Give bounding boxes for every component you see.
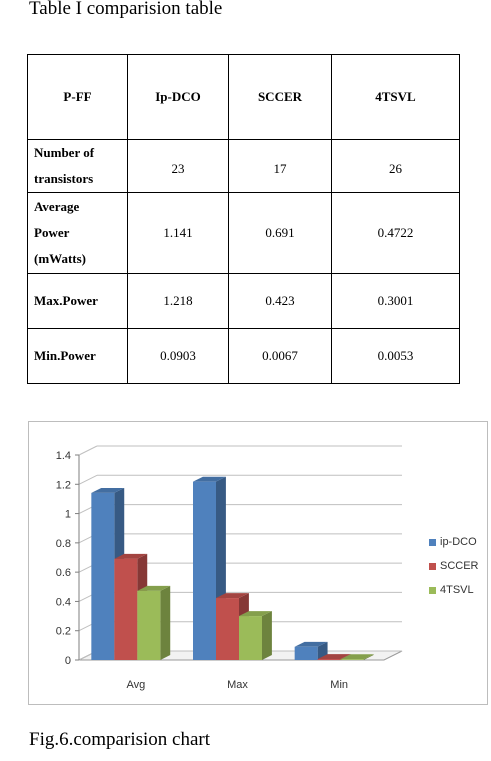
table-cell: 26: [331, 139, 460, 193]
bar-top: [114, 553, 148, 559]
bar: [91, 492, 115, 660]
x-tick-label: Max: [227, 679, 248, 691]
table-row: Average Power (mWatts) 1.141 0.691 0.472…: [27, 192, 460, 274]
bar-top: [193, 476, 226, 482]
comparison-table: P-FF Ip-DCO SCCER 4TSVL Number of transi…: [27, 54, 460, 384]
row-label-line: Average: [34, 199, 80, 214]
table-cell: 0.691: [228, 192, 332, 274]
gridline-side: [78, 474, 98, 485]
table-cell: 0.3001: [331, 273, 460, 329]
header-cell: 4TSVL: [331, 54, 460, 140]
bar: [294, 646, 318, 660]
y-tick-label: 0: [65, 655, 71, 667]
y-tick-label: 0.6: [56, 567, 71, 579]
table-header-row: P-FF Ip-DCO SCCER 4TSVL: [27, 54, 460, 140]
table-cell: 0.0903: [127, 328, 229, 384]
legend-label: ip-DCO: [440, 536, 477, 548]
row-label: Min.Power: [27, 328, 128, 384]
legend-item: 4TSVL: [429, 578, 479, 602]
bar-side: [262, 611, 272, 660]
legend-label: SCCER: [440, 560, 479, 572]
table-cell: 0.0067: [228, 328, 332, 384]
row-label-line: Max.Power: [34, 293, 98, 308]
header-cell: SCCER: [228, 54, 332, 140]
bar-top: [239, 611, 272, 617]
bar: [114, 558, 138, 660]
legend-item: SCCER: [429, 554, 479, 578]
table-cell: 1.141: [127, 192, 229, 274]
row-label: Average Power (mWatts): [27, 192, 128, 274]
y-tick-label: 0.8: [56, 538, 71, 550]
bar-top: [216, 593, 249, 599]
legend-swatch: [429, 562, 436, 570]
table-cell: 1.218: [127, 273, 229, 329]
y-tick-label: 1.4: [56, 450, 71, 462]
bar: [317, 659, 341, 660]
row-label: Number of transistors: [27, 139, 128, 193]
header-cell: Ip-DCO: [127, 54, 229, 140]
legend-swatch: [429, 586, 436, 594]
bar-top: [91, 487, 125, 493]
bar: [239, 616, 262, 660]
table-cell: 17: [228, 139, 332, 193]
table-row: Max.Power 1.218 0.423 0.3001: [27, 273, 460, 329]
table-cell: 0.0053: [331, 328, 460, 384]
table-cell: 0.4722: [331, 192, 460, 274]
bar-top: [317, 654, 351, 660]
bar-side: [363, 654, 374, 660]
chart-legend: ip-DCO SCCER 4TSVL: [429, 530, 479, 602]
bar: [193, 481, 216, 660]
y-tick-label: 1.2: [56, 479, 71, 491]
x-tick-label: Avg: [126, 679, 145, 691]
row-label: Max.Power: [27, 273, 128, 329]
y-tick-label: 0.4: [56, 596, 71, 608]
legend-item: ip-DCO: [429, 530, 479, 554]
bar: [340, 659, 364, 660]
bar-side: [160, 585, 171, 660]
figure-caption: Fig.6.comparision chart: [29, 729, 210, 750]
table-cell: 23: [127, 139, 229, 193]
x-tick-label: Min: [330, 679, 348, 691]
y-tick-label: 0.2: [56, 626, 71, 638]
bar: [216, 598, 239, 660]
row-label-line: Number of: [34, 145, 95, 160]
header-cell: P-FF: [27, 54, 128, 140]
bar-top: [137, 585, 171, 591]
row-label-line: Power: [34, 225, 70, 240]
y-tick-label: 1: [65, 509, 71, 521]
bar: [137, 590, 161, 660]
chart-plot: 0 0.2 0.4 0.6 0.8 1 1.2 1.4 Avg Max Min: [56, 445, 403, 691]
legend-label: 4TSVL: [440, 584, 474, 596]
table-caption: Table I comparision table: [29, 0, 223, 19]
bar-top: [294, 641, 328, 647]
row-label-line: Min.Power: [34, 348, 96, 363]
legend-swatch: [429, 538, 436, 546]
comparison-chart: 0 0.2 0.4 0.6 0.8 1 1.2 1.4 Avg Max Min ip-DCO SCC…: [28, 421, 488, 705]
bar-top: [340, 654, 374, 660]
table-row: Min.Power 0.0903 0.0067 0.0053: [27, 328, 460, 384]
gridline-side: [78, 445, 98, 456]
row-label-line: transistors: [34, 171, 94, 186]
table-row: Number of transistors 23 17 26: [27, 139, 460, 193]
row-label-line: (mWatts): [34, 251, 86, 266]
table-cell: 0.423: [228, 273, 332, 329]
